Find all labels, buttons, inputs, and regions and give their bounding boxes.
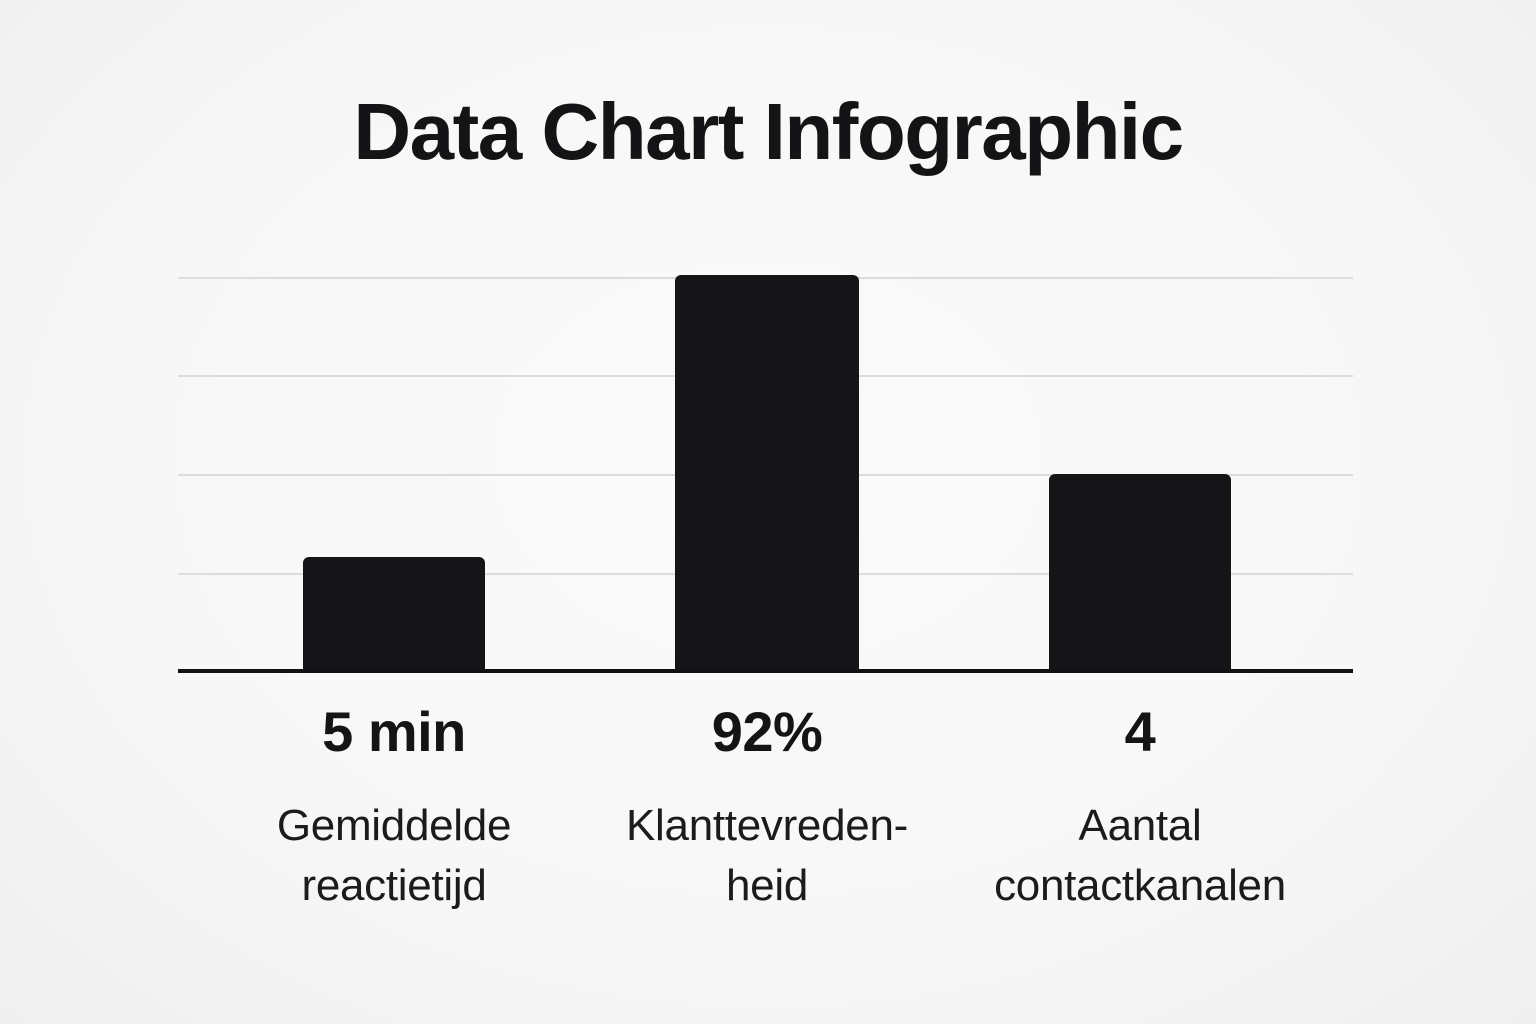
stat-label-0: Gemiddelde reactietijd [184, 796, 604, 916]
bar-gemiddelde-reactietijd [303, 557, 485, 671]
stat-label-2: Aantal contactkanalen [930, 796, 1350, 916]
bar-klanttevredenheid [675, 275, 859, 671]
stat-0: 5 min Gemiddelde reactietijd [184, 700, 604, 916]
stat-value-2: 4 [1124, 700, 1156, 763]
stat-2: 4 Aantal contactkanalen [930, 700, 1350, 916]
stat-label-1: Klanttevreden-heid [557, 796, 977, 916]
bar-aantal-contactkanalen [1049, 474, 1231, 671]
stat-label-line-0-1: reactietijd [301, 861, 487, 910]
stat-value-1: 92% [711, 700, 823, 763]
chart-title: Data Chart Infographic [353, 87, 1184, 176]
stat-label-line-0-0: Gemiddelde [276, 801, 512, 850]
stat-1: 92% Klanttevreden-heid [557, 700, 977, 916]
stat-label-line-2-1: contactkanalen [994, 861, 1286, 910]
stat-label-line-1-1: heid [726, 861, 808, 910]
stat-label-line-2-0: Aantal [1078, 801, 1202, 850]
stat-label-line-1-0: Klanttevreden- [626, 801, 908, 850]
x-axis-line [178, 669, 1353, 673]
stat-value-0: 5 min [322, 700, 466, 763]
